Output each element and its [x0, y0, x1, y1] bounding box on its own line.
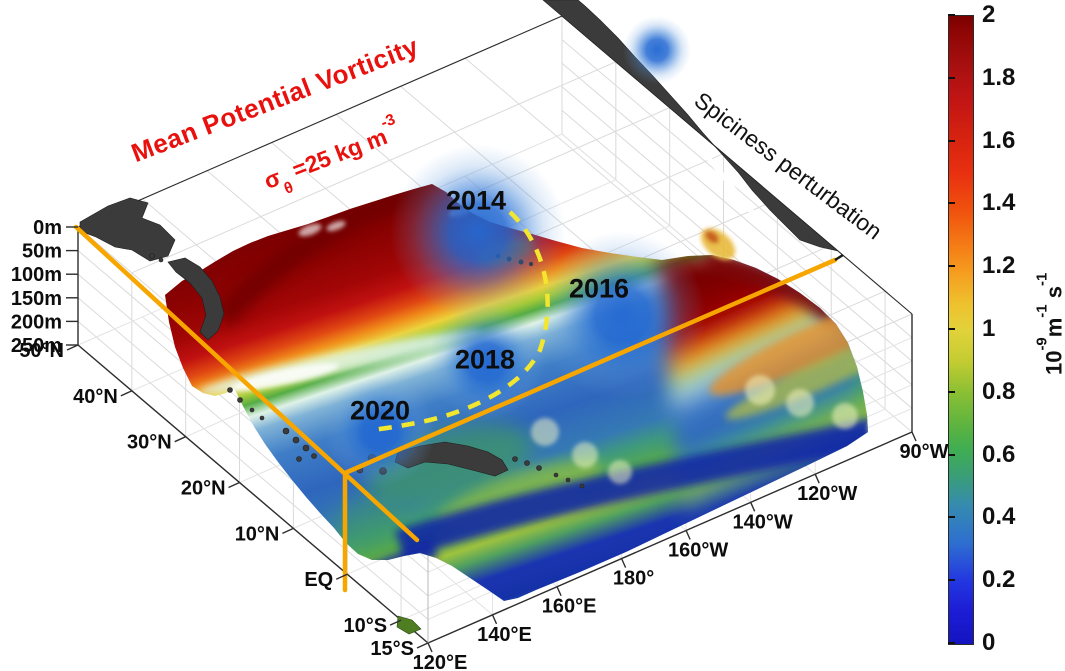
depth-tick-label: 150m [11, 288, 62, 310]
section-line-end-tick [834, 253, 844, 262]
colorbar [948, 15, 974, 645]
grid-line [561, 39, 913, 338]
spiciness-blob-2016 [538, 231, 706, 399]
colorbar-tick-label: 1.8 [982, 63, 1016, 91]
kuril-islands [149, 253, 164, 263]
colorbar-tick-label: 1 [982, 315, 996, 342]
grid-line [491, 614, 498, 625]
colorbar-tick-label: 1.6 [982, 126, 1016, 154]
solomon-islands [512, 456, 585, 489]
spiciness-blob-2014 [390, 144, 566, 320]
grid-line [66, 344, 79, 351]
depth-tick-label: 250m [11, 335, 62, 357]
grid-line [750, 502, 756, 512]
bright-spots [531, 375, 868, 484]
longitude-tick-label: 160°W [668, 539, 728, 561]
land-kamchatka-okhotsk [79, 197, 176, 262]
land-japan [167, 257, 225, 341]
colorbar-tick-label: 1.2 [982, 252, 1016, 280]
grid-line [77, 321, 429, 620]
latitude-tick-label: 15°S [370, 638, 414, 660]
grid-line [131, 61, 617, 274]
grid-line [556, 586, 562, 597]
depth-tick-label: 0m [33, 217, 62, 239]
colorbar-tick-mark [948, 453, 955, 456]
land-north-america [542, 0, 839, 252]
longitude-tick-label: 140°W [733, 511, 793, 533]
spiciness-blob-2020 [325, 377, 435, 487]
latitude-tick-label: 20°N [181, 478, 226, 500]
land-cape-york-green [396, 615, 422, 635]
grid-line [685, 530, 691, 540]
latitude-tick-label: 40°N [73, 386, 118, 408]
colorbar-tick-label: 0.8 [982, 377, 1016, 405]
grid-line [561, 62, 913, 362]
top-back-left-edge [77, 15, 563, 228]
grid-line [911, 431, 917, 442]
spiciness-blob-legend [623, 16, 691, 84]
longitude-tick-label: 180° [613, 568, 654, 590]
colorbar-tick-mark [948, 516, 955, 519]
colorbar-tick-label: 1.4 [982, 189, 1016, 217]
colorbar-tick-mark [948, 642, 955, 644]
longitude-tick-label: 160°E [542, 596, 597, 618]
gulf-of-california-patch [700, 228, 736, 260]
section-line-east [342, 257, 838, 476]
grid-line [416, 642, 429, 649]
latitude-tick-label: EQ [304, 569, 333, 591]
colorbar-tick-mark [948, 390, 955, 393]
grid-line [814, 473, 820, 484]
colorbar-tick-mark [948, 14, 955, 16]
colorbar-tick-mark [948, 328, 955, 330]
latitude-tick-label: 50°N [19, 340, 64, 362]
philippines-islands [282, 427, 317, 462]
latitude-tick-label: 10°N [235, 523, 280, 545]
longitude-tick-label: 140°E [477, 624, 532, 646]
grid-line [620, 558, 627, 568]
colorbar-tick-label: 0.6 [982, 440, 1016, 468]
spiciness-pathway-dashed [371, 210, 550, 433]
izu-island-chain [227, 387, 265, 421]
spiciness-blobs [325, 16, 706, 487]
grid-line [427, 642, 433, 653]
grid-line [561, 86, 913, 386]
grid-line [282, 527, 294, 535]
depth-tick-label: 100m [11, 264, 62, 286]
colorbar-tick-label: 0 [982, 629, 996, 656]
longitude-tick-label: 120°E [413, 652, 468, 671]
latitude-axis-line [77, 344, 429, 644]
longitude-tick-label: 120°W [797, 483, 857, 505]
spiciness-blob-2018 [428, 304, 544, 420]
depth-tick-label: 200m [11, 311, 62, 333]
colorbar-tick-mark [948, 139, 955, 142]
colorbar-tick-label: 0.2 [982, 566, 1016, 594]
colorbar-tick-mark [948, 579, 955, 582]
colorbar-tick-mark [948, 202, 955, 205]
grid-line [120, 390, 133, 397]
colorbar-tick-mark [948, 76, 955, 79]
colorbar-tick-mark [948, 265, 955, 268]
grid-line [389, 619, 402, 626]
grid-line [335, 573, 348, 580]
land-masses [79, 0, 839, 635]
grid-line [174, 436, 186, 443]
colorbar-tick-label: 2 [982, 1, 996, 28]
latitude-tick-label: 10°S [343, 615, 387, 637]
section-line-west [73, 224, 420, 543]
latitude-tick-label: 30°N [127, 432, 172, 454]
grid-line [228, 481, 240, 489]
section-lines [73, 224, 838, 593]
colorbar-tick-label: 0.4 [982, 503, 1016, 531]
east-yellowgreen-band [725, 324, 868, 420]
longitude-tick-label: 90°W [899, 441, 948, 463]
longitude-axis-line [427, 431, 913, 644]
subtropical-front-bright [231, 363, 339, 391]
depth-tick-label: 50m [22, 241, 62, 263]
gulf-of-california-slit [699, 147, 763, 225]
